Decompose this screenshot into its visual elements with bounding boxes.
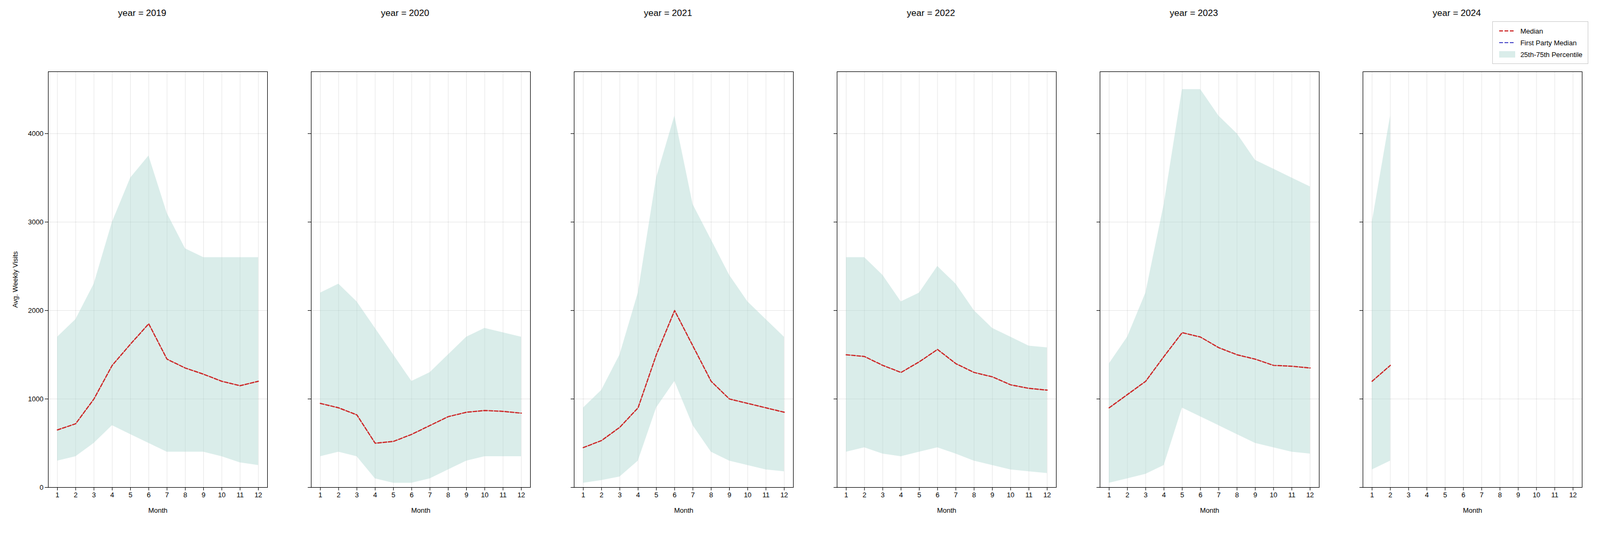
html-text:Median: Median bbox=[1520, 26, 1544, 35]
svg-text:5: 5 bbox=[1180, 491, 1184, 500]
svg-text:12: 12 bbox=[1569, 491, 1577, 500]
html-text:year = 2019: year = 2019 bbox=[118, 8, 167, 19]
svg-text:3: 3 bbox=[881, 491, 885, 500]
svg-text:10: 10 bbox=[744, 491, 752, 500]
svg-text:11: 11 bbox=[499, 491, 507, 500]
svg-text:1: 1 bbox=[844, 491, 848, 500]
svg-text:2: 2 bbox=[1125, 491, 1130, 500]
svg-text:8: 8 bbox=[446, 491, 451, 500]
svg-text:6: 6 bbox=[1461, 491, 1466, 500]
svg-text:4000: 4000 bbox=[28, 129, 44, 138]
svg-text:6: 6 bbox=[1198, 491, 1203, 500]
svg-text:12: 12 bbox=[254, 491, 262, 500]
svg-text:2: 2 bbox=[599, 491, 604, 500]
svg-text:3: 3 bbox=[618, 491, 622, 500]
svg-text:3: 3 bbox=[92, 491, 96, 500]
svg-text:3: 3 bbox=[355, 491, 359, 500]
svg-text:9: 9 bbox=[1253, 491, 1258, 500]
svg-text:4: 4 bbox=[636, 491, 640, 500]
html-text:year = 2023: year = 2023 bbox=[1169, 8, 1218, 19]
svg-text:Month: Month bbox=[937, 506, 957, 515]
svg-text:2: 2 bbox=[862, 491, 867, 500]
svg-text:1: 1 bbox=[1370, 491, 1374, 500]
svg-text:6: 6 bbox=[935, 491, 940, 500]
svg-text:0: 0 bbox=[39, 483, 44, 492]
html-text:First Party Median: First Party Median bbox=[1520, 38, 1577, 47]
html-text:year = 2024: year = 2024 bbox=[1432, 8, 1481, 19]
svg-text:4: 4 bbox=[899, 491, 903, 500]
svg-text:Month: Month bbox=[148, 506, 168, 515]
svg-text:6: 6 bbox=[672, 491, 677, 500]
svg-text:10: 10 bbox=[1532, 491, 1541, 500]
svg-text:7: 7 bbox=[691, 491, 695, 500]
html-text:year = 2022: year = 2022 bbox=[906, 8, 955, 19]
svg-text:8: 8 bbox=[1235, 491, 1239, 500]
svg-text:2: 2 bbox=[336, 491, 341, 500]
svg-text:1: 1 bbox=[581, 491, 586, 500]
svg-text:7: 7 bbox=[1480, 491, 1484, 500]
svg-text:6: 6 bbox=[146, 491, 151, 500]
svg-text:2: 2 bbox=[1388, 491, 1392, 500]
svg-text:1000: 1000 bbox=[28, 395, 44, 404]
svg-text:5: 5 bbox=[1443, 491, 1447, 500]
svg-text:8: 8 bbox=[183, 491, 188, 500]
svg-text:7: 7 bbox=[954, 491, 958, 500]
svg-text:5: 5 bbox=[917, 491, 922, 500]
svg-text:7: 7 bbox=[428, 491, 432, 500]
svg-text:12: 12 bbox=[1043, 491, 1051, 500]
svg-text:7: 7 bbox=[165, 491, 170, 500]
svg-text:7: 7 bbox=[1217, 491, 1221, 500]
svg-text:2: 2 bbox=[73, 491, 78, 500]
svg-text:12: 12 bbox=[780, 491, 788, 500]
html-text:year = 2021: year = 2021 bbox=[643, 8, 693, 19]
svg-text:1: 1 bbox=[1107, 491, 1111, 500]
svg-text:5: 5 bbox=[391, 491, 396, 500]
svg-text:11: 11 bbox=[1025, 491, 1033, 500]
svg-text:4: 4 bbox=[1425, 491, 1429, 500]
html-text:year = 2020: year = 2020 bbox=[381, 8, 430, 19]
svg-text:6: 6 bbox=[409, 491, 414, 500]
svg-text:10: 10 bbox=[218, 491, 226, 500]
html-text:25th-75th Percentile: 25th-75th Percentile bbox=[1520, 50, 1583, 59]
svg-text:3: 3 bbox=[1144, 491, 1148, 500]
svg-text:4: 4 bbox=[1162, 491, 1166, 500]
svg-text:9: 9 bbox=[201, 491, 206, 500]
svg-text:5: 5 bbox=[128, 491, 133, 500]
svg-text:Month: Month bbox=[1200, 506, 1220, 515]
svg-text:Month: Month bbox=[411, 506, 431, 515]
svg-text:Month: Month bbox=[674, 506, 694, 515]
svg-text:10: 10 bbox=[1006, 491, 1015, 500]
svg-text:11: 11 bbox=[236, 491, 244, 500]
svg-text:11: 11 bbox=[1550, 491, 1559, 500]
svg-text:3000: 3000 bbox=[28, 218, 44, 227]
svg-text:8: 8 bbox=[1498, 491, 1502, 500]
svg-text:12: 12 bbox=[517, 491, 525, 500]
svg-text:8: 8 bbox=[709, 491, 714, 500]
svg-text:2000: 2000 bbox=[28, 306, 44, 315]
svg-text:10: 10 bbox=[1269, 491, 1278, 500]
svg-text:4: 4 bbox=[110, 491, 115, 500]
svg-text:3: 3 bbox=[1406, 491, 1411, 500]
svg-text:9: 9 bbox=[464, 491, 469, 500]
svg-text:11: 11 bbox=[762, 491, 770, 500]
svg-text:8: 8 bbox=[972, 491, 976, 500]
svg-text:9: 9 bbox=[1516, 491, 1520, 500]
svg-text:1: 1 bbox=[318, 491, 323, 500]
svg-text:5: 5 bbox=[654, 491, 659, 500]
svg-text:12: 12 bbox=[1306, 491, 1314, 500]
svg-text:9: 9 bbox=[727, 491, 732, 500]
svg-text:11: 11 bbox=[1288, 491, 1296, 500]
svg-text:Avg. Weekly Visits: Avg. Weekly Visits bbox=[11, 251, 20, 309]
svg-text:1: 1 bbox=[55, 491, 60, 500]
svg-text:9: 9 bbox=[990, 491, 995, 500]
svg-text:Month: Month bbox=[1462, 506, 1483, 515]
svg-text:4: 4 bbox=[373, 491, 378, 500]
svg-text:10: 10 bbox=[481, 491, 489, 500]
